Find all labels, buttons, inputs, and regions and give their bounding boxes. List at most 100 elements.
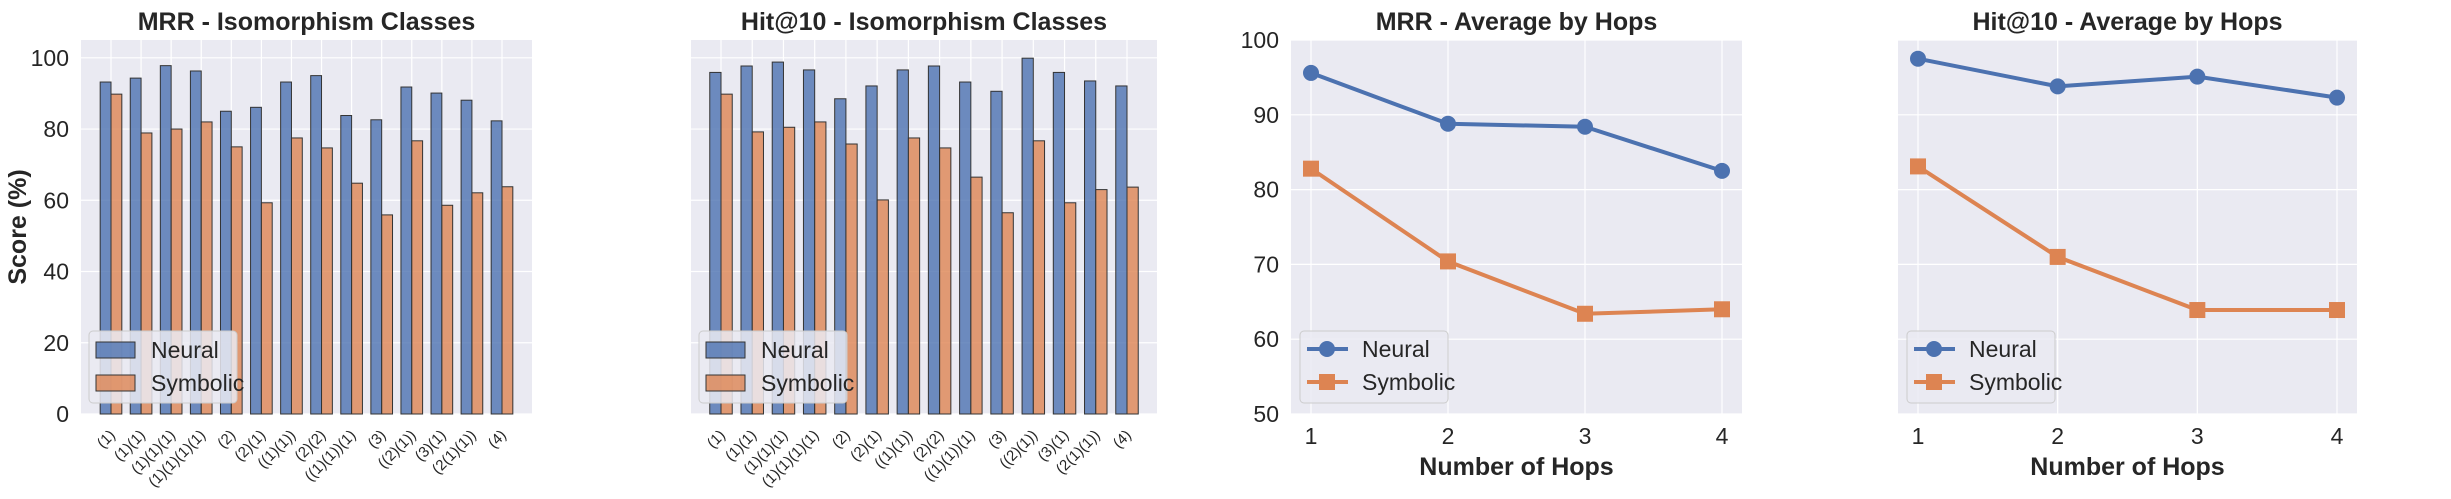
bar-neural bbox=[250, 106, 262, 415]
legend-marker-neural bbox=[1319, 341, 1335, 357]
bar-symbolic bbox=[501, 186, 514, 415]
x-axis-label: Number of Hops bbox=[2030, 453, 2224, 481]
bar-symbolic bbox=[1095, 189, 1108, 415]
bar-neural bbox=[460, 99, 473, 415]
bar-symbolic bbox=[845, 143, 858, 415]
point-symbolic bbox=[1910, 158, 1926, 175]
legend-swatch-neural bbox=[705, 341, 746, 359]
bar-neural bbox=[400, 86, 413, 415]
bar-symbolic bbox=[1032, 140, 1046, 415]
x-tick-label: 4 bbox=[1716, 423, 1729, 449]
point-symbolic bbox=[2189, 302, 2206, 319]
x-axis-label: Number of Hops bbox=[1419, 453, 1613, 481]
bar-symbolic bbox=[230, 146, 243, 415]
y-tick-label: 0 bbox=[56, 401, 69, 427]
bar-symbolic bbox=[140, 132, 153, 415]
bar-neural bbox=[896, 69, 909, 415]
bar-neural bbox=[310, 75, 323, 415]
bar-neural bbox=[1115, 85, 1128, 415]
bar-symbolic bbox=[200, 121, 213, 415]
y-tick-label: 80 bbox=[43, 116, 69, 142]
y-tick-label: 100 bbox=[31, 45, 69, 71]
bar-symbolic bbox=[471, 192, 484, 415]
chart-panel-3: 50 60 70 80 90 100 MRR - Average by Hops 1 2 3 4 Nu… bbox=[1241, 8, 1742, 481]
point-symbolic bbox=[1303, 160, 1319, 177]
bar-neural bbox=[370, 119, 383, 415]
legend-swatch-neural bbox=[95, 341, 136, 359]
point-neural bbox=[2049, 78, 2066, 95]
chart-title: Hit@10 - Average by Hops bbox=[1972, 8, 2282, 36]
bar-symbolic bbox=[1126, 186, 1139, 415]
x-tick-label: 3 bbox=[2191, 423, 2204, 449]
bar-neural bbox=[340, 115, 353, 415]
y-axis-label: Score (%) bbox=[4, 169, 32, 284]
bar-neural bbox=[1084, 80, 1097, 415]
point-neural bbox=[1714, 162, 1730, 179]
bar-symbolic bbox=[970, 176, 983, 415]
legend-label: Symbolic bbox=[761, 370, 854, 396]
point-neural bbox=[1440, 115, 1456, 132]
legend-label: Neural bbox=[151, 337, 219, 363]
y-tick-label: 100 bbox=[1241, 27, 1279, 53]
y-tick-label: 20 bbox=[43, 330, 69, 356]
legend-label: Neural bbox=[1969, 336, 2037, 362]
y-tick-label: 90 bbox=[1253, 102, 1279, 128]
legend: Neural Symbolic bbox=[88, 330, 244, 404]
bar-symbolic bbox=[1064, 202, 1077, 415]
point-symbolic bbox=[1577, 305, 1593, 322]
bar-neural bbox=[1052, 71, 1066, 415]
legend-label: Symbolic bbox=[1969, 369, 2062, 395]
legend: Neural Symbolic bbox=[698, 330, 854, 404]
x-tick-label: (4) bbox=[485, 427, 510, 452]
bar-symbolic bbox=[110, 93, 123, 415]
x-tick-label: (3) bbox=[985, 427, 1010, 452]
point-symbolic bbox=[2329, 302, 2345, 319]
legend-label: Symbolic bbox=[151, 370, 244, 396]
bar-symbolic bbox=[1001, 212, 1014, 415]
chart-title: MRR - Average by Hops bbox=[1376, 8, 1658, 36]
point-symbolic bbox=[1714, 301, 1730, 318]
line-neural bbox=[1917, 56, 2338, 100]
x-tick-label: 3 bbox=[1579, 423, 1592, 449]
chart-title: Hit@10 - Isomorphism Classes bbox=[741, 8, 1107, 36]
chart-panel-2: Hit@10 - Isomorphism Classes(1)(1)(1)(1)… bbox=[691, 8, 1157, 491]
legend-marker-neural bbox=[1926, 341, 1942, 357]
bar-neural bbox=[865, 85, 878, 415]
bar-neural bbox=[959, 81, 972, 415]
x-tick-label: 2 bbox=[2051, 423, 2064, 449]
point-neural bbox=[2189, 68, 2206, 85]
chart-panel-4: Hit@10 - Average by Hops 1 2 3 4 Number of Ho… bbox=[1898, 8, 2357, 481]
x-tick-label: 1 bbox=[1912, 423, 1925, 449]
bar-symbolic bbox=[876, 199, 889, 415]
bar-symbolic bbox=[939, 147, 952, 415]
bar-symbolic bbox=[260, 202, 273, 415]
x-tick-label: 1 bbox=[1305, 423, 1318, 449]
bar-neural bbox=[927, 65, 941, 415]
point-neural bbox=[2329, 89, 2345, 106]
point-symbolic bbox=[2049, 248, 2066, 265]
line-symbolic bbox=[1916, 164, 2337, 313]
chart-panel-1: 0 20 40 60 80 100 MRR - Isomorphism Classes Sco… bbox=[4, 8, 532, 491]
y-tick-label: 60 bbox=[1253, 326, 1279, 352]
legend-label: Neural bbox=[761, 337, 829, 363]
bar-neural bbox=[490, 120, 503, 415]
point-neural bbox=[1577, 118, 1593, 135]
legend: Neural Symbolic bbox=[1299, 330, 1455, 404]
x-tick-label: (2) bbox=[829, 427, 854, 452]
bar-neural bbox=[990, 90, 1003, 415]
legend-swatch-symbolic bbox=[705, 374, 746, 392]
bar-symbolic bbox=[290, 137, 303, 415]
legend-marker-symbolic bbox=[1319, 374, 1335, 390]
y-tick-label: 70 bbox=[1253, 251, 1279, 277]
line-neural bbox=[1310, 71, 1723, 173]
x-tick-label: (1) bbox=[704, 427, 729, 452]
bar-neural bbox=[280, 81, 292, 415]
legend-swatch-symbolic bbox=[95, 374, 136, 392]
line-symbolic bbox=[1309, 166, 1723, 316]
bar-symbolic bbox=[351, 182, 363, 415]
y-tick-label: 60 bbox=[43, 187, 69, 213]
bar-symbolic bbox=[751, 131, 764, 415]
legend-label: Symbolic bbox=[1362, 369, 1455, 395]
y-tick-label: 40 bbox=[43, 259, 69, 285]
